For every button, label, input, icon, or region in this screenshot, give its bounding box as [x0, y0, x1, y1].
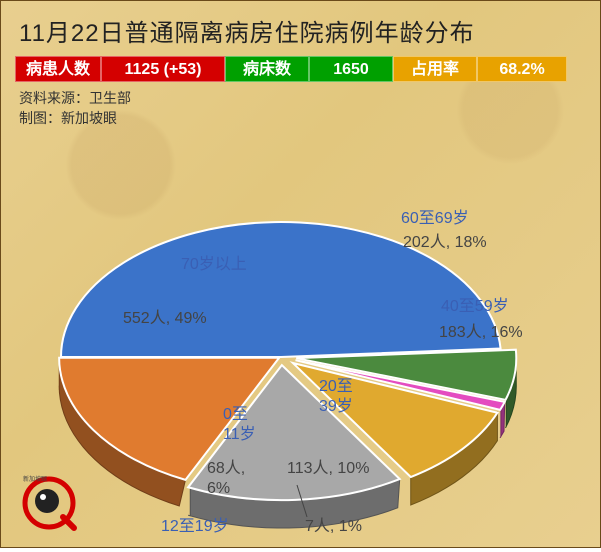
stat-beds-value: 1650 [309, 56, 393, 82]
stat-patients-label: 病患人数 [15, 56, 101, 82]
brand-logo-icon: 新加坡眼 [19, 473, 79, 533]
stat-occupancy-value: 68.2% [477, 56, 567, 82]
slice-label-value: 183人, 16% [439, 323, 523, 343]
meta-maker: 制图：新加坡眼 [19, 108, 582, 128]
slice-label-age: 0至11岁 [223, 405, 256, 445]
stat-beds-label: 病床数 [225, 56, 309, 82]
slice-label-value: 7人, 1% [305, 517, 362, 537]
slice-label-age: 70岁以上 [181, 255, 247, 275]
slice-label-value: 113人, 10% [287, 459, 369, 479]
slice-label-value: 68人,6% [207, 459, 245, 499]
slice-label-value: 202人, 18% [403, 233, 487, 253]
stat-patients-value: 1125 (+53) [101, 56, 225, 82]
slice-label-age: 40至59岁 [441, 297, 509, 317]
chart-title: 11月22日普通隔离病房住院病例年龄分布 [1, 1, 600, 56]
slice-label-age: 20至39岁 [319, 377, 353, 417]
stats-bar: 病患人数 1125 (+53) 病床数 1650 占用率 68.2% [15, 56, 586, 82]
slice-label-age: 12至19岁 [161, 517, 229, 537]
stat-occupancy-label: 占用率 [393, 56, 477, 82]
pie-chart: 70岁以上 552人, 49% 0至11岁 68人,6% 12至19岁 7人, 1% 20至… [1, 147, 600, 547]
meta-block: 资料来源：卫生部 制图：新加坡眼 [19, 88, 582, 128]
slice-label-value: 552人, 49% [123, 309, 207, 329]
pie-svg [1, 147, 601, 547]
meta-source: 资料来源：卫生部 [19, 88, 582, 108]
svg-text:新加坡眼: 新加坡眼 [23, 475, 47, 483]
slice-label-age: 60至69岁 [401, 209, 469, 229]
